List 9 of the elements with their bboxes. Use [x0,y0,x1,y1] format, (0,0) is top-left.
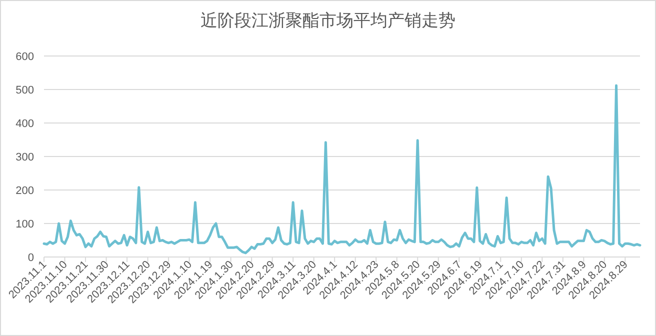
y-tick-label: 100 [16,218,34,230]
y-tick-label: 500 [16,84,34,96]
y-tick-label: 400 [16,118,34,130]
line-series [42,84,642,254]
y-tick-label: 600 [16,51,34,63]
y-tick-label: 0 [28,252,34,264]
y-tick-label: 300 [16,152,34,164]
y-tick-label: 200 [16,185,34,197]
chart-title: 近阶段江浙聚酯市场平均产销走势 [200,11,456,30]
